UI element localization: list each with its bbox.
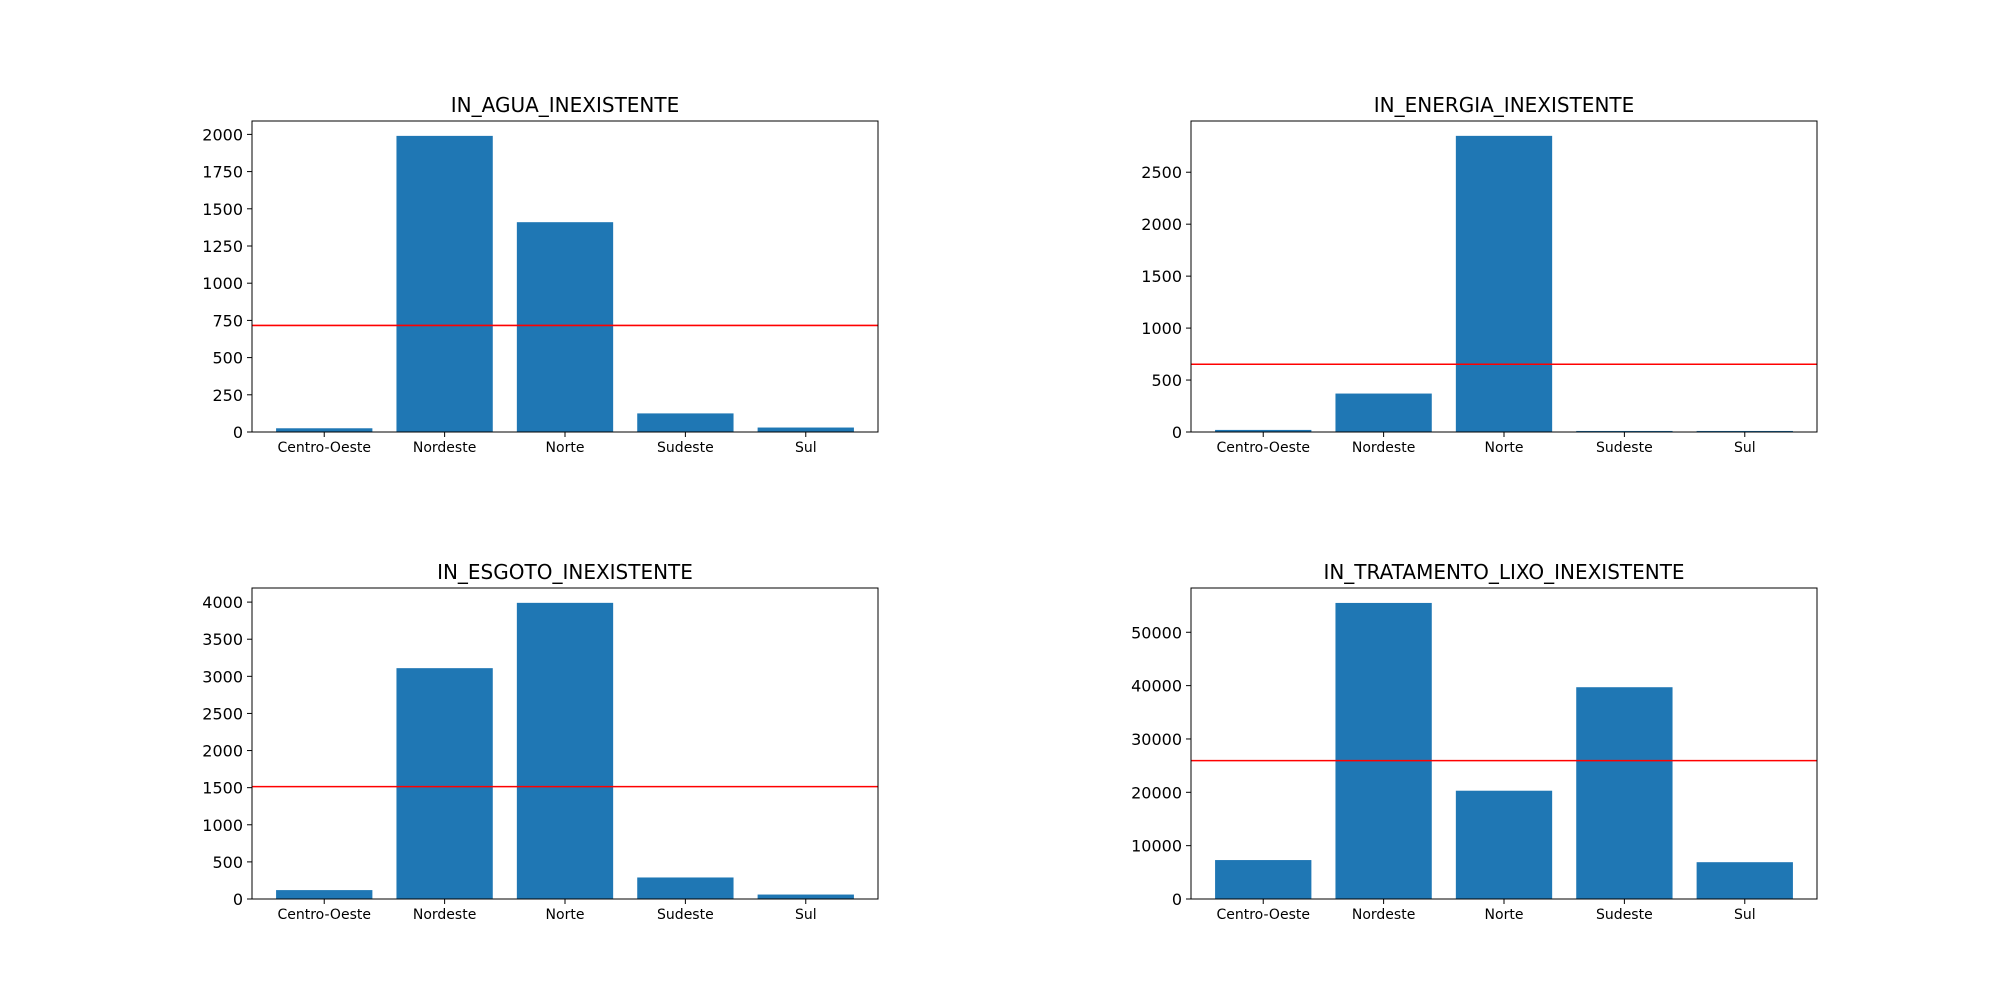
subplot-esgoto: IN_ESGOTO_INEXISTENTE 0 500 1000 1500 2000 25… bbox=[202, 560, 879, 923]
bar bbox=[1696, 862, 1793, 899]
bar bbox=[1215, 429, 1312, 432]
bar-group bbox=[276, 135, 854, 433]
y-tick-label: 2000 bbox=[202, 742, 243, 761]
y-axis: 0 500 1000 1500 2000 2500 bbox=[1141, 163, 1191, 442]
axes-frame bbox=[251, 120, 879, 433]
x-tick-label: Sul bbox=[1734, 907, 1756, 923]
bar bbox=[516, 222, 614, 432]
subplot-title: IN_AGUA_INEXISTENTE bbox=[451, 93, 679, 117]
y-tick-label: 10000 bbox=[1131, 837, 1182, 856]
y-axis: 0 250 500 750 1000 1250 1500 1750 2000 bbox=[202, 125, 252, 442]
y-tick-label: 2500 bbox=[202, 704, 243, 723]
bar bbox=[276, 890, 373, 899]
bar bbox=[1576, 430, 1673, 432]
y-tick-label: 1750 bbox=[202, 163, 243, 182]
y-tick-label: 1000 bbox=[1141, 319, 1182, 338]
bar bbox=[396, 668, 493, 899]
bar bbox=[1335, 393, 1432, 432]
x-tick-label: Sudeste bbox=[1596, 440, 1653, 456]
axes-frame bbox=[1190, 120, 1818, 433]
bar bbox=[1576, 687, 1673, 899]
bar bbox=[276, 428, 373, 432]
y-tick-label: 1000 bbox=[202, 274, 243, 293]
x-tick-label: Centro-Oeste bbox=[1216, 440, 1310, 456]
bar-group bbox=[276, 602, 854, 899]
y-tick-label: 3000 bbox=[202, 667, 243, 686]
y-tick-label: 500 bbox=[212, 349, 243, 368]
y-tick-label: 250 bbox=[212, 386, 243, 405]
y-tick-label: 500 bbox=[1151, 371, 1182, 390]
y-tick-label: 1500 bbox=[1141, 267, 1182, 286]
x-axis: Centro-Oeste Nordeste Norte Sudeste Sul bbox=[277, 432, 817, 456]
bar bbox=[637, 413, 734, 432]
x-tick-label: Sul bbox=[1734, 440, 1756, 456]
y-tick-label: 2500 bbox=[1141, 163, 1182, 182]
y-tick-label: 0 bbox=[233, 890, 243, 909]
bar-group bbox=[1215, 602, 1793, 899]
y-tick-label: 3500 bbox=[202, 630, 243, 649]
x-tick-label: Sudeste bbox=[657, 440, 714, 456]
y-tick-label: 0 bbox=[233, 423, 243, 442]
subplot-title: IN_ESGOTO_INEXISTENTE bbox=[437, 560, 693, 584]
y-tick-label: 40000 bbox=[1131, 677, 1182, 696]
subplot-energia: IN_ENERGIA_INEXISTENTE 0 500 1000 1500 2000 2… bbox=[1141, 93, 1818, 456]
y-tick-label: 750 bbox=[212, 311, 243, 330]
y-tick-label: 2000 bbox=[1141, 215, 1182, 234]
x-tick-label: Centro-Oeste bbox=[1216, 907, 1310, 923]
x-tick-label: Sul bbox=[795, 440, 817, 456]
x-tick-label: Sul bbox=[795, 907, 817, 923]
y-tick-label: 1000 bbox=[202, 816, 243, 835]
y-axis: 0 10000 20000 30000 40000 50000 bbox=[1131, 623, 1191, 909]
x-axis: Centro-Oeste Nordeste Norte Sudeste Sul bbox=[1216, 899, 1756, 923]
bar bbox=[396, 135, 493, 433]
x-tick-label: Centro-Oeste bbox=[277, 907, 371, 923]
bar bbox=[1215, 860, 1312, 899]
bar bbox=[1335, 602, 1432, 899]
bar bbox=[1696, 430, 1793, 432]
axes-frame bbox=[251, 587, 879, 900]
y-tick-label: 1500 bbox=[202, 200, 243, 219]
bar-group bbox=[1215, 135, 1793, 432]
x-tick-label: Sudeste bbox=[1596, 907, 1653, 923]
x-tick-label: Norte bbox=[1485, 440, 1524, 456]
subplot-tratamento-lixo: IN_TRATAMENTO_LIXO_INEXISTENTE 0 10000 200… bbox=[1131, 560, 1818, 923]
y-tick-label: 20000 bbox=[1131, 783, 1182, 802]
x-tick-label: Sudeste bbox=[657, 907, 714, 923]
y-tick-label: 1250 bbox=[202, 237, 243, 256]
subplot-title: IN_TRATAMENTO_LIXO_INEXISTENTE bbox=[1323, 560, 1684, 584]
bar bbox=[637, 877, 734, 899]
x-tick-label: Nordeste bbox=[1352, 440, 1415, 456]
y-tick-label: 4000 bbox=[202, 593, 243, 612]
x-axis: Centro-Oeste Nordeste Norte Sudeste Sul bbox=[1216, 432, 1756, 456]
axes-frame bbox=[1190, 587, 1818, 900]
bar bbox=[757, 894, 854, 899]
y-tick-label: 2000 bbox=[202, 125, 243, 144]
bar bbox=[757, 427, 854, 432]
x-tick-label: Nordeste bbox=[413, 440, 476, 456]
bar bbox=[1455, 135, 1553, 432]
y-axis: 0 500 1000 1500 2000 2500 3000 3500 4000 bbox=[202, 593, 252, 909]
y-tick-label: 30000 bbox=[1131, 730, 1182, 749]
y-tick-label: 0 bbox=[1172, 423, 1182, 442]
x-axis: Centro-Oeste Nordeste Norte Sudeste Sul bbox=[277, 899, 817, 923]
subplot-title: IN_ENERGIA_INEXISTENTE bbox=[1374, 93, 1635, 117]
x-tick-label: Centro-Oeste bbox=[277, 440, 371, 456]
y-tick-label: 0 bbox=[1172, 890, 1182, 909]
y-tick-label: 1500 bbox=[202, 779, 243, 798]
bar bbox=[516, 602, 614, 899]
y-tick-label: 50000 bbox=[1131, 623, 1182, 642]
x-tick-label: Nordeste bbox=[413, 907, 476, 923]
x-tick-label: Norte bbox=[1485, 907, 1524, 923]
subplot-agua: IN_AGUA_INEXISTENTE 0 250 500 750 1000 1250 15… bbox=[202, 93, 879, 456]
x-tick-label: Nordeste bbox=[1352, 907, 1415, 923]
x-tick-label: Norte bbox=[546, 440, 585, 456]
x-tick-label: Norte bbox=[546, 907, 585, 923]
y-tick-label: 500 bbox=[212, 853, 243, 872]
bar bbox=[1455, 790, 1553, 899]
